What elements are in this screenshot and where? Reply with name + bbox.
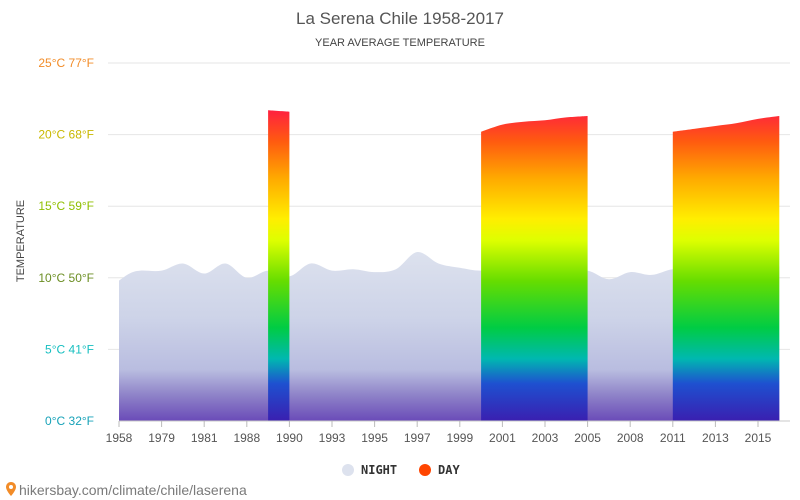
x-tick-label: 2015 [745,431,772,445]
x-tick-label: 1958 [106,431,133,445]
y-tick-label: 20°C 68°F [38,128,94,142]
legend-day-label: DAY [438,463,460,477]
x-tick-label: 2011 [660,431,686,445]
chart-title: La Serena Chile 1958-2017 [296,9,504,28]
x-axis-ticks: 1958 1979 1981 1988 1990 1993 1995 1997 1999 2001… [106,421,772,445]
x-tick-label: 1981 [191,431,218,445]
location-pin-icon [6,482,16,496]
legend-item-night[interactable]: NIGHT [342,463,397,477]
day-area-segment [672,115,780,421]
legend-night-label: NIGHT [361,463,397,477]
footer-link[interactable]: hikersbay.com/climate/chile/laserena [19,482,247,498]
x-tick-label: 2003 [532,431,559,445]
y-tick-label: 0°C 32°F [45,414,94,428]
x-tick-label: 1995 [361,431,388,445]
x-tick-label: 2001 [489,431,516,445]
x-tick-label: 1990 [276,431,303,445]
y-tick-label: 10°C 50°F [38,271,94,285]
x-tick-label: 2005 [574,431,601,445]
x-tick-label: 1988 [233,431,260,445]
x-tick-label: 1997 [404,431,431,445]
x-tick-label: 1979 [148,431,175,445]
day-area-segment [268,110,290,422]
legend-item-day[interactable]: DAY [419,463,460,477]
x-tick-label: 2008 [617,431,644,445]
legend-night-swatch [342,464,354,476]
y-axis-title: TEMPERATURE [15,200,27,282]
y-axis-labels: 0°C 32°F 5°C 41°F 10°C 50°F 15°C 59°F 20°C 6… [38,56,94,428]
y-tick-label: 25°C 77°F [38,56,94,70]
x-tick-label: 1999 [446,431,473,445]
chart-subtitle: YEAR AVERAGE TEMPERATURE [315,37,485,49]
y-tick-label: 5°C 41°F [45,342,94,356]
day-series [268,110,780,422]
legend-day-swatch [419,464,431,476]
day-area-segment [481,115,588,421]
x-tick-label: 2013 [702,431,729,445]
footer[interactable]: hikersbay.com/climate/chile/laserena [6,482,247,498]
y-tick-label: 15°C 59°F [38,199,94,213]
x-tick-label: 1993 [319,431,346,445]
legend: NIGHT DAY [342,463,460,477]
